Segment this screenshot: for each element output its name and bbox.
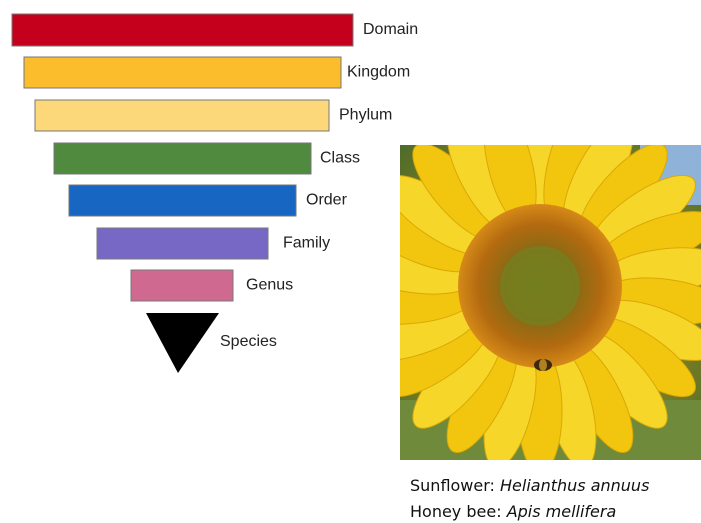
level-bar (97, 228, 268, 259)
level-label: Order (306, 192, 348, 209)
level-bar (131, 270, 233, 301)
level-label: Species (220, 333, 277, 350)
scientific-name: Helianthus annuus (500, 476, 649, 495)
level-bar (35, 100, 329, 131)
level-label: Phylum (339, 107, 392, 124)
level-bar (54, 143, 311, 174)
scientific-name: Apis mellifera (506, 502, 617, 521)
level-label: Kingdom (347, 64, 410, 81)
level-triangle (146, 313, 219, 373)
taxonomy-pyramid: Domain Kingdom Phylum Class Order Family Genus… (12, 14, 418, 373)
caption-line: Sunflower: Helianthus annuus (410, 476, 649, 495)
level-label: Family (283, 235, 330, 252)
level-bar (69, 185, 296, 216)
level-label: Domain (363, 21, 418, 38)
level-bar (24, 57, 341, 88)
caption-prefix: Sunflower: (410, 476, 495, 495)
sunflower-photo (352, 99, 701, 473)
caption-prefix: Honey bee: (410, 502, 502, 521)
level-bar (12, 14, 353, 46)
diagram: Domain Kingdom Phylum Class Order Family Genus… (0, 0, 701, 523)
page: {"levels": ["Domain", "Kingdom", "Phylum… (0, 0, 701, 523)
caption-line: Honey bee: Apis mellifera (410, 502, 616, 521)
level-label: Genus (246, 277, 293, 294)
level-label: Class (320, 150, 360, 167)
